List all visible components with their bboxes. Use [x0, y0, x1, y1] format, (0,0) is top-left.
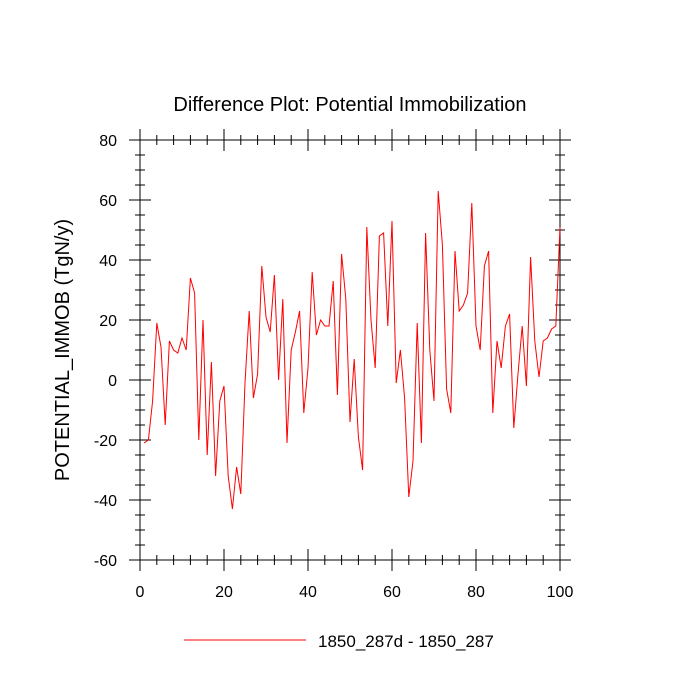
legend: 1850_287d - 1850_287 — [184, 632, 494, 651]
y-tick-label: -20 — [94, 433, 117, 450]
legend-label: 1850_287d - 1850_287 — [318, 632, 494, 651]
chart-title: Difference Plot: Potential Immobilizatio… — [173, 94, 526, 116]
y-tick-label: -60 — [94, 553, 117, 570]
y-tick-label: 0 — [108, 373, 117, 390]
y-tick-label: 80 — [99, 133, 117, 150]
x-tick-label: 20 — [215, 584, 233, 601]
y-tick-label: 40 — [99, 253, 117, 270]
series-line-0 — [143, 190, 561, 510]
x-tick-label: 100 — [547, 584, 574, 601]
minor-ticks — [135, 135, 565, 565]
y-tick-label: 20 — [99, 313, 117, 330]
y-tick-labels: -60 -40 -20 0 20 40 60 80 — [94, 133, 117, 570]
major-ticks — [129, 129, 571, 571]
y-axis-label: POTENTIAL_IMMOB (TgN/y) — [52, 219, 74, 481]
plot-frame — [139, 139, 561, 561]
x-tick-labels: 0 20 40 60 80 100 — [136, 584, 574, 601]
y-tick-label: 60 — [99, 193, 117, 210]
plot-area: 0 20 40 60 80 100 -60 -40 -20 0 20 40 60 80 — [94, 129, 574, 601]
series-group — [143, 190, 561, 510]
x-tick-label: 40 — [299, 584, 317, 601]
x-tick-label: 80 — [467, 584, 485, 601]
x-tick-label: 0 — [136, 584, 145, 601]
x-tick-label: 60 — [383, 584, 401, 601]
y-tick-label: -40 — [94, 493, 117, 510]
